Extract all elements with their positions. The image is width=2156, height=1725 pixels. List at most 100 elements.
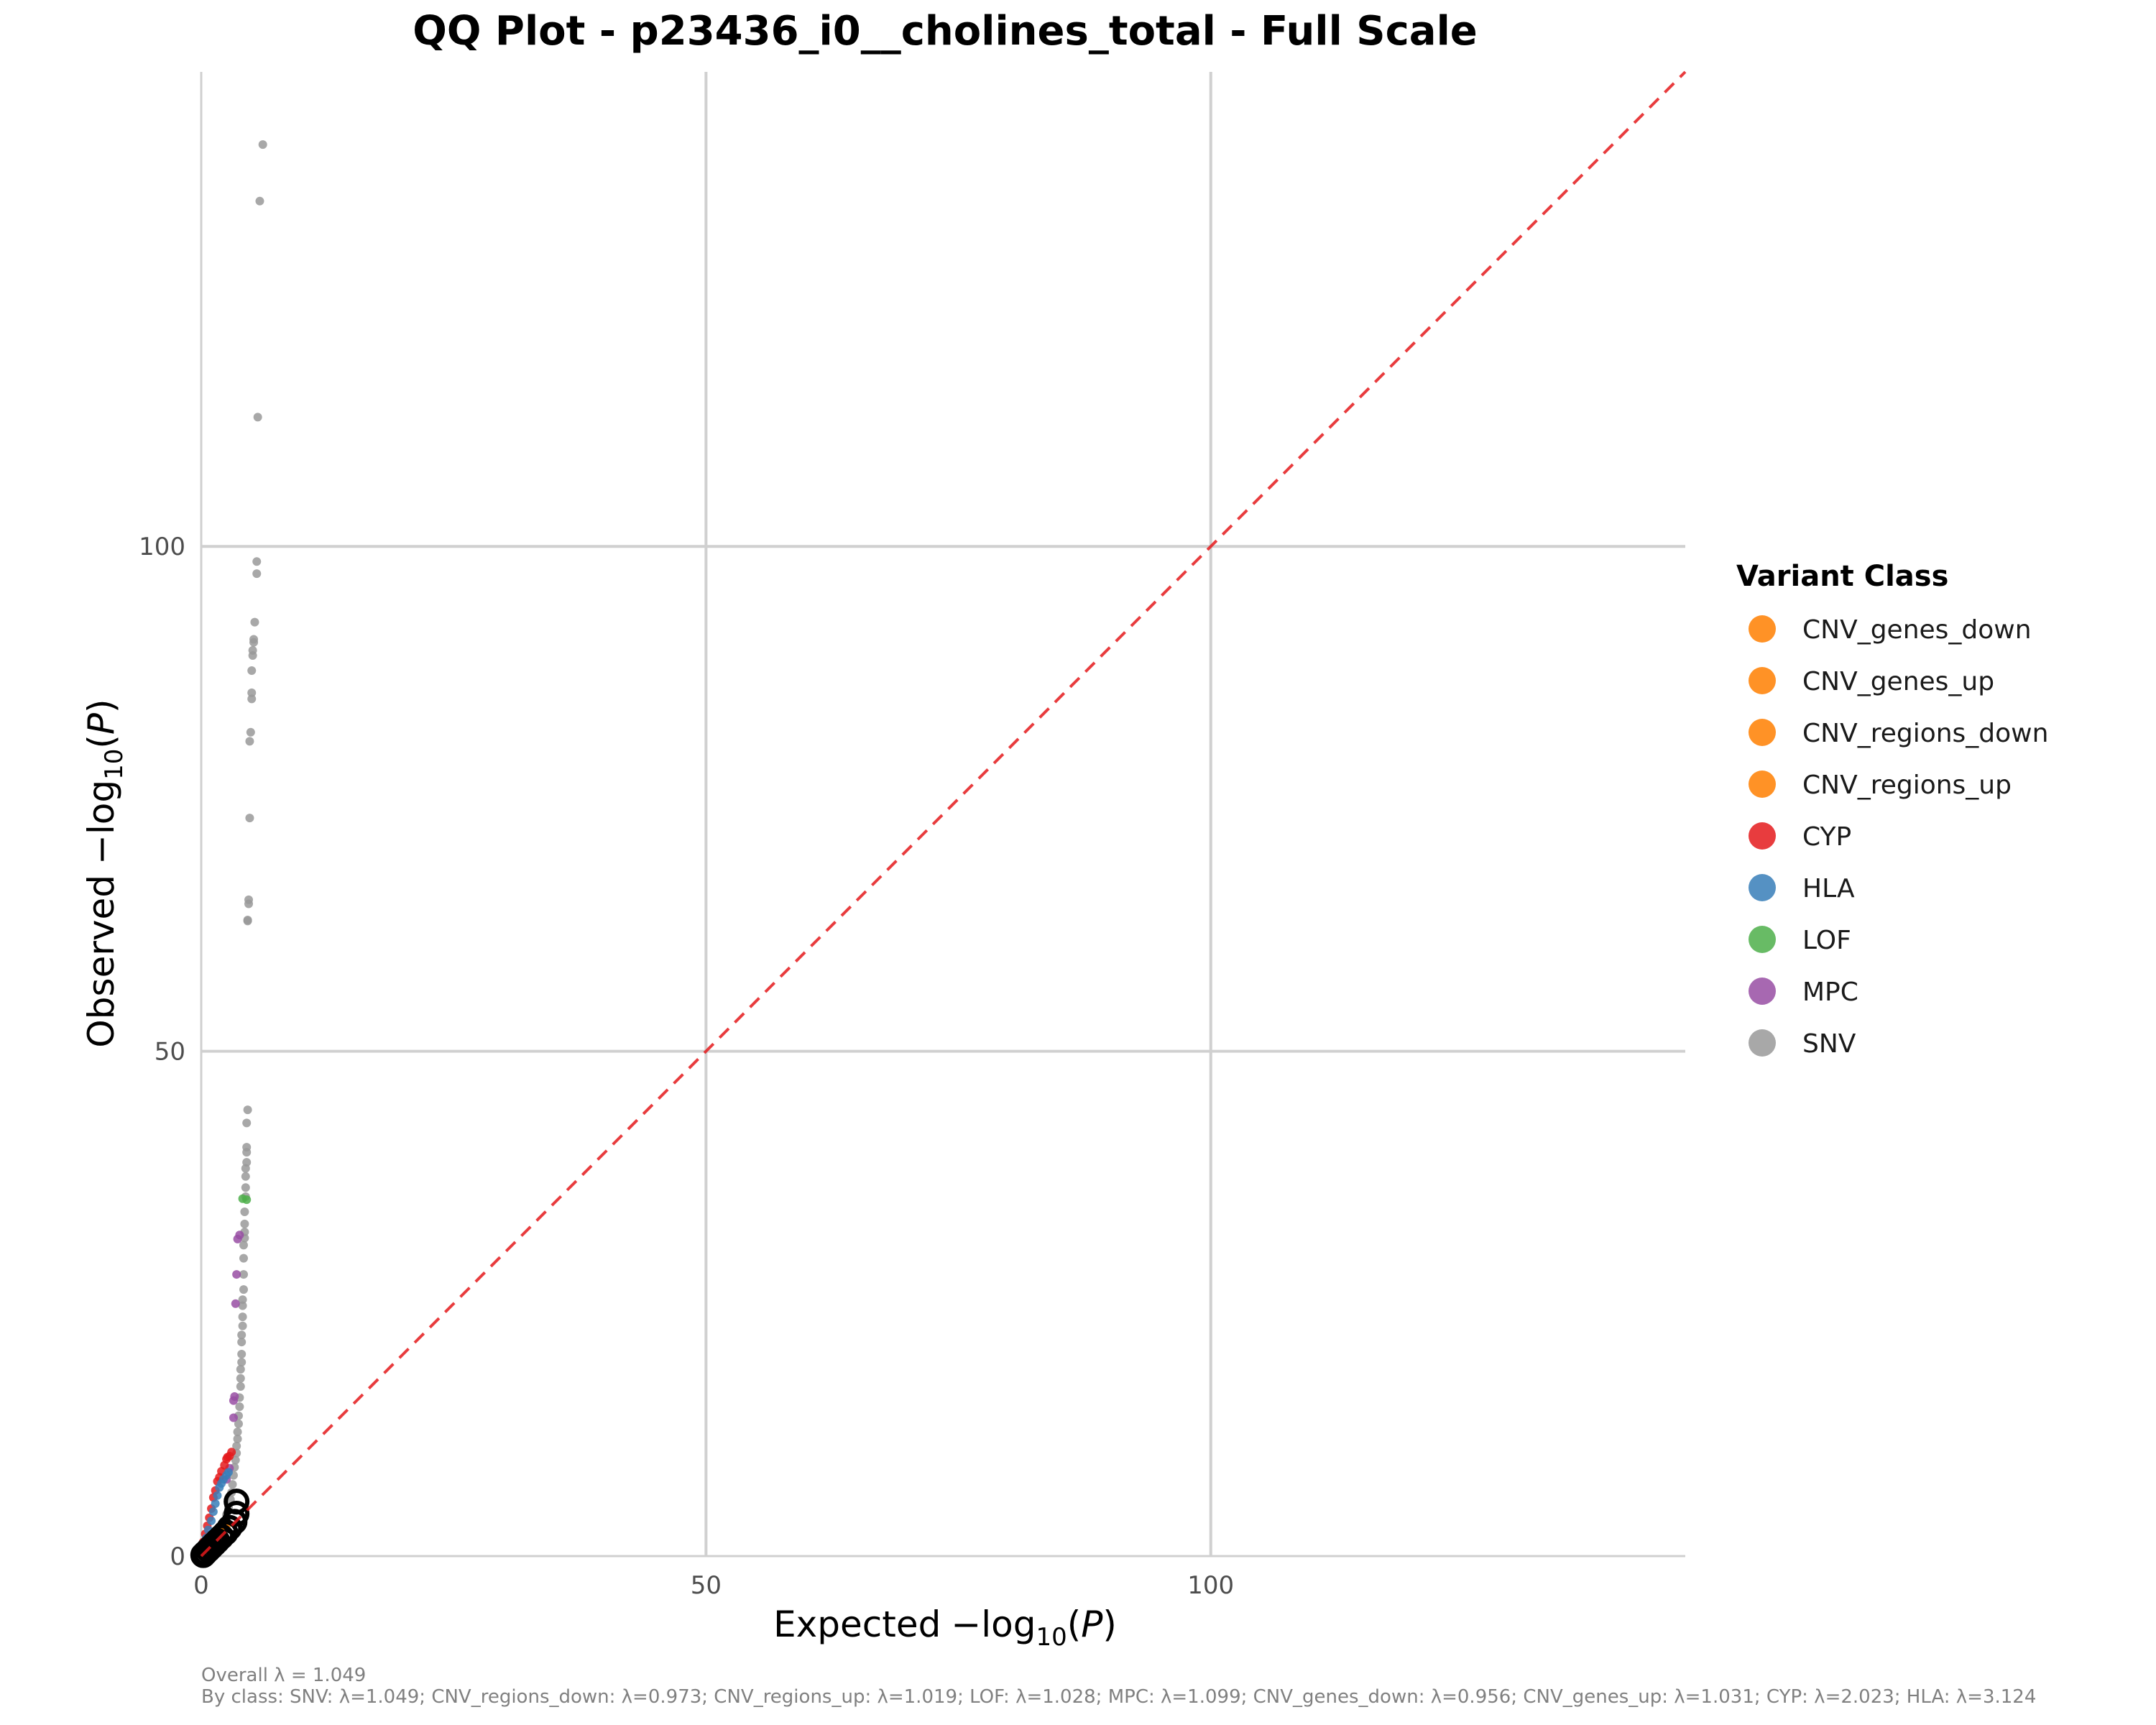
point-snv [236, 1382, 245, 1391]
highlighted-point [190, 1542, 216, 1568]
legend-swatch-cnv-genes-down [1749, 615, 1776, 643]
x-tick-label: 0 [193, 1571, 209, 1600]
reference-line-group [200, 70, 1687, 1558]
point-snv [252, 557, 262, 566]
caption-overall: Overall λ = 1.049 [201, 1665, 366, 1686]
x-tick-label: 100 [1187, 1571, 1234, 1600]
point-snv [233, 1435, 242, 1444]
point-snv [239, 1254, 248, 1263]
point-snv [241, 1183, 250, 1192]
grid-lines [201, 72, 1685, 1556]
legend-label-mpc: MPC [1802, 978, 1858, 1007]
point-snv [247, 694, 257, 704]
tick-labels: 0 50 100 0 50 100 [139, 533, 1234, 1600]
point-hla [215, 1483, 224, 1492]
point-snv [240, 1207, 249, 1216]
legend-label-cyp: CYP [1802, 822, 1851, 852]
point-snv [238, 1295, 247, 1305]
legend-label-hla: HLA [1802, 874, 1855, 903]
point-snv [238, 1301, 247, 1310]
point-snv [237, 1330, 247, 1340]
x-tick-label: 50 [691, 1571, 722, 1600]
chart-title: QQ Plot - p23436_i0__cholines_total - Fu… [413, 8, 1478, 55]
point-snv [238, 1312, 247, 1322]
point-mpc [229, 1413, 238, 1422]
point-mpc [231, 1299, 240, 1308]
point-snv [237, 1350, 247, 1359]
point-snv [241, 1172, 250, 1181]
point-snv [246, 727, 255, 737]
legend-swatch-mpc [1749, 978, 1776, 1005]
point-snv [249, 638, 259, 647]
point-snv [250, 617, 259, 627]
point-snv [231, 1455, 240, 1465]
axes [200, 72, 1685, 1558]
point-hla [211, 1499, 220, 1508]
highlighted-point [198, 1534, 225, 1560]
point-snv [237, 1338, 247, 1347]
point-snv [233, 1427, 242, 1437]
point-snv [242, 1118, 252, 1128]
point-snv [228, 1480, 237, 1489]
caption-by-class: By class: SNV: λ=1.049; CNV_regions_down… [201, 1686, 2036, 1708]
point-hla [208, 1507, 218, 1517]
point-snv [239, 1241, 248, 1250]
highlighted-point [195, 1537, 221, 1563]
point-snv [239, 1270, 248, 1279]
y-tick-label: 100 [139, 533, 185, 561]
legend: CNV_genes_down CNV_genes_up CNV_regions_do… [1749, 615, 2048, 1059]
legend-swatch-cyp [1749, 822, 1776, 850]
legend-swatch-cnv-regions-down [1749, 719, 1776, 746]
point-snv [252, 569, 262, 579]
point-snv [243, 916, 252, 926]
reference-line [200, 70, 1687, 1558]
point-snv [234, 1419, 243, 1428]
y-tick-label: 50 [155, 1038, 185, 1067]
legend-label-lof: LOF [1802, 926, 1851, 955]
point-snv [240, 1219, 249, 1228]
legend-label-cnv-genes-down: CNV_genes_down [1802, 615, 2032, 645]
point-snv [236, 1374, 245, 1383]
point-snv [241, 1164, 250, 1173]
legend-swatch-cnv-genes-up [1749, 667, 1776, 694]
point-snv [237, 1358, 247, 1367]
legend-label-cnv-regions-down: CNV_regions_down [1802, 719, 2048, 748]
point-snv [235, 1402, 244, 1412]
point-hla [207, 1516, 216, 1525]
legend-swatch-snv [1749, 1029, 1776, 1057]
x-axis-title-prefix: Expected [773, 1604, 941, 1645]
point-mpc [233, 1234, 242, 1243]
point-snv [248, 650, 257, 660]
point-snv [253, 413, 262, 422]
y-axis-title: Observed−log10(P) [80, 699, 129, 1047]
point-snv [255, 196, 264, 206]
highlighted-points [190, 1489, 250, 1568]
x-axis-title: Expected −log10(P) [773, 1604, 1117, 1652]
point-snv [232, 1441, 241, 1450]
point-mpc [229, 1396, 238, 1405]
point-snv [247, 666, 257, 676]
point-mpc [232, 1270, 241, 1279]
point-snv [245, 737, 254, 746]
legend-swatch-cnv-regions-up [1749, 770, 1776, 798]
y-axis-title-prefix: Observed [80, 875, 122, 1048]
point-hla [213, 1491, 222, 1500]
point-snv [236, 1365, 245, 1374]
legend-title: Variant Class [1736, 560, 1948, 593]
point-lof [242, 1195, 252, 1205]
y-tick-label: 0 [170, 1542, 185, 1571]
point-snv [245, 814, 254, 823]
legend-label-cnv-regions-up: CNV_regions_up [1802, 770, 2012, 800]
point-snv [244, 899, 254, 908]
point-snv [243, 1105, 252, 1115]
point-snv [238, 1321, 247, 1330]
point-snv [258, 140, 267, 150]
legend-swatch-lof [1749, 926, 1776, 953]
point-snv [242, 1148, 252, 1157]
legend-label-cnv-genes-up: CNV_genes_up [1802, 667, 1994, 696]
point-snv [239, 1285, 248, 1294]
legend-label-snv: SNV [1802, 1029, 1856, 1059]
legend-swatch-hla [1749, 874, 1776, 901]
